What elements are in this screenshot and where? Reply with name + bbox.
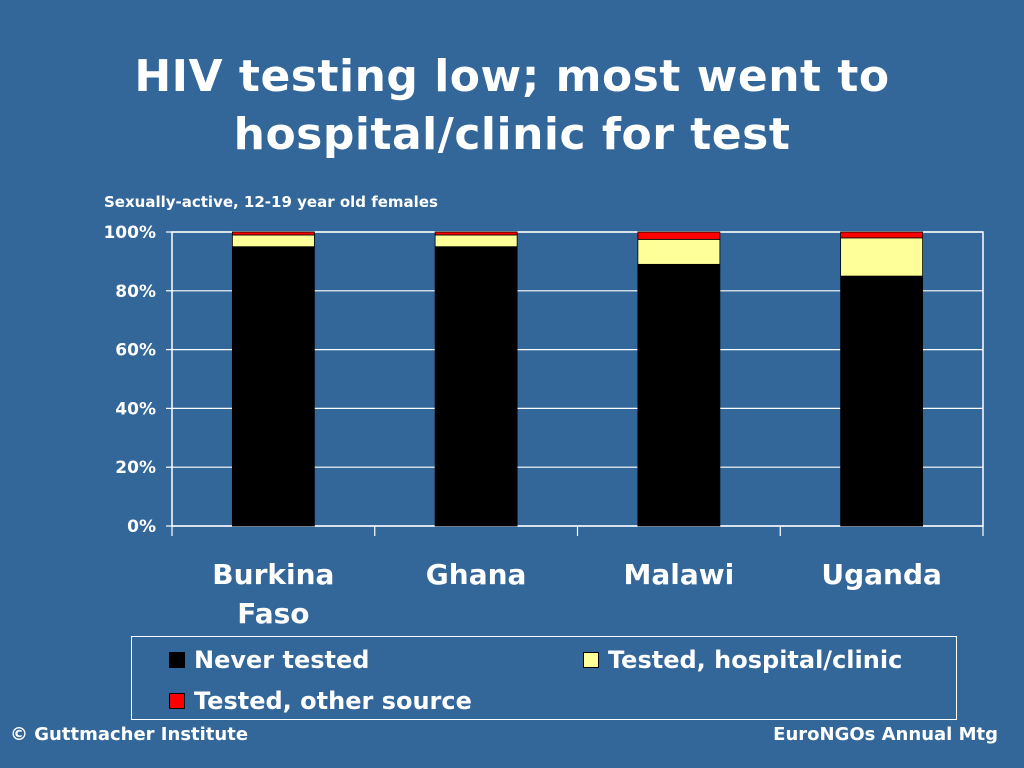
bar-segment (840, 237, 924, 277)
y-tick-label: 60% (115, 341, 156, 361)
legend-label-tested-other: Tested, other source (194, 687, 472, 715)
x-category-label: Burkina (212, 558, 334, 591)
legend-item-tested-hospital: Tested, hospital/clinic (583, 646, 902, 674)
y-tick-label: 100% (103, 223, 156, 243)
footer-event: EuroNGOs Annual Mtg (773, 724, 998, 745)
legend-label-tested-hospital: Tested, hospital/clinic (608, 646, 903, 674)
chart-subtitle: Sexually-active, 12-19 year old females (104, 193, 438, 211)
stacked-bar-chart: 0% 20% 40% 60% 80% 100% Burkina Faso Ghana Malawi… (103, 223, 984, 630)
bar-segment (231, 246, 315, 527)
slide-title: HIV testing low; most went to hospital/c… (0, 48, 1024, 164)
y-tick-label: 40% (115, 399, 156, 419)
bar-segment (840, 275, 924, 527)
bar-segment (637, 238, 721, 265)
x-category-label: Faso (237, 597, 309, 630)
bar-segment (231, 234, 315, 248)
bar-segment (434, 231, 518, 236)
bar-segment (637, 231, 721, 240)
bar-segment (637, 263, 721, 527)
legend-item-never-tested: Never tested (169, 646, 369, 674)
y-tick-label: 20% (115, 458, 156, 478)
bar-segment (840, 231, 924, 239)
legend-swatch-never-tested (169, 652, 185, 668)
title-line-2: hospital/clinic for test (233, 109, 791, 160)
y-tick-label: 80% (115, 282, 156, 302)
x-category-label: Malawi (624, 558, 735, 591)
legend-label-never-tested: Never tested (194, 646, 370, 674)
x-category-label: Uganda (821, 558, 942, 591)
legend-item-tested-other: Tested, other source (169, 687, 472, 715)
y-tick-label: 0% (127, 517, 156, 537)
chart-legend: Never tested Tested, hospital/clinic Tes… (131, 636, 957, 720)
x-category-label: Ghana (426, 558, 527, 591)
bar-segment (434, 234, 518, 248)
legend-swatch-tested-other (169, 693, 185, 709)
title-line-1: HIV testing low; most went to (134, 51, 890, 102)
bar-segment (434, 246, 518, 527)
bar-segment (231, 231, 315, 236)
legend-swatch-tested-hospital (583, 652, 599, 668)
footer-copyright: © Guttmacher Institute (10, 724, 249, 745)
